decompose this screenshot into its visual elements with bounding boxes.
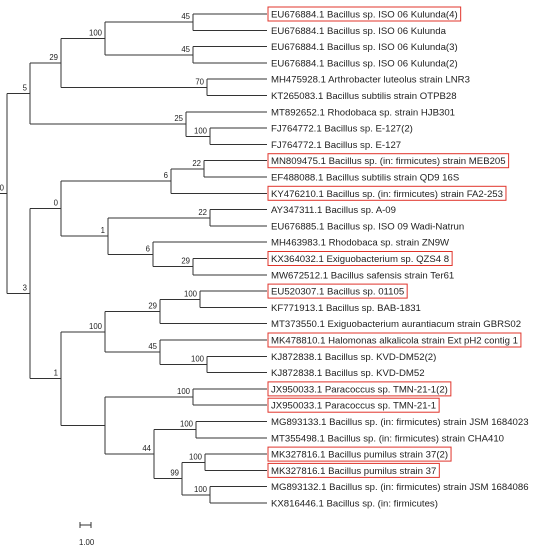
leaf-label: MH475928.1 Arthrobacter luteolus strain … [271, 75, 470, 86]
leaf-label: EU676884.1 Bacillus sp. ISO 06 Kulunda(4… [271, 10, 458, 21]
leaf-label: FJ764772.1 Bacillus sp. E-127 [271, 140, 401, 151]
bootstrap-value: 6 [146, 244, 150, 253]
leaf-label: MG893132.1 Bacillus sp. (in: firmicutes)… [271, 482, 529, 493]
bootstrap-value: 1 [101, 226, 105, 235]
leaf-label: MN809475.1 Bacillus sp. (in: firmicutes)… [271, 156, 506, 167]
leaf-label: MT892652.1 Rhodobaca sp. strain HJB301 [271, 107, 455, 118]
leaf-label: KJ872838.1 Bacillus sp. KVD-DM52 [271, 368, 425, 379]
tree-branches [0, 13, 267, 504]
leaf-label: AY347311.1 Bacillus sp. A-09 [271, 205, 396, 216]
bootstrap-values: 45 45 100 70 29 100 25 5 22 6 22 29 6 1 0 100 29 100 45 100… [0, 12, 208, 494]
leaf-highlight-box [267, 185, 507, 201]
leaf-label: MH463983.1 Rhodobaca sp. strain ZN9W [271, 238, 450, 249]
bootstrap-value: 44 [142, 444, 151, 453]
bootstrap-value: 29 [148, 301, 157, 310]
leaf-label: MK478810.1 Halomonas alkalicola strain E… [271, 336, 518, 347]
leaf-highlight-box [267, 6, 462, 22]
leaf-label: MT355498.1 Bacillus sp. (in: firmicutes)… [271, 433, 504, 444]
bootstrap-value: 45 [148, 342, 157, 351]
leaf-highlight-box [267, 446, 452, 462]
bootstrap-value: 29 [49, 53, 58, 62]
bootstrap-value: 0 [54, 199, 59, 208]
bootstrap-value: 100 [194, 126, 208, 135]
scale-bar: 1.00 [79, 522, 95, 547]
leaf-label: KX816446.1 Bacillus sp. (in: firmicutes) [271, 499, 438, 510]
bootstrap-value: 99 [170, 469, 179, 478]
leaf-label: MK327816.1 Bacillus pumilus strain 37 [271, 466, 436, 477]
leaf-label: FJ764772.1 Bacillus sp. E-127(2) [271, 124, 413, 135]
bootstrap-value: 100 [184, 289, 198, 298]
bootstrap-value: 100 [180, 420, 194, 429]
leaf-highlight-box [267, 397, 440, 413]
leaf-highlight-box [267, 462, 440, 478]
bootstrap-value: 45 [181, 12, 190, 21]
bootstrap-value: 100 [89, 28, 103, 37]
leaf-label: EU520307.1 Bacillus sp. 01105 [271, 287, 404, 298]
leaf-highlight-box [267, 381, 452, 397]
bootstrap-value: 6 [164, 171, 168, 180]
bootstrap-value: 0 [0, 184, 5, 193]
leaf-label: EU676884.1 Bacillus sp. ISO 06 Kulunda [271, 26, 447, 37]
leaf-label: MW672512.1 Bacillus safensis strain Ter6… [271, 270, 454, 281]
leaf-label: MT373550.1 Exiguobacterium aurantiacum s… [271, 319, 521, 330]
leaf-label: KX364032.1 Exiguobacterium sp. QZS4 8 [271, 254, 449, 265]
leaf-label: EF488088.1 Bacillus subtilis strain QD9 … [271, 173, 459, 184]
bootstrap-value: 1 [54, 369, 58, 378]
leaf-label: EU676884.1 Bacillus sp. ISO 06 Kulunda(2… [271, 58, 458, 69]
leaf-highlight-box [267, 251, 453, 266]
leaf-label: MG893133.1 Bacillus sp. (in: firmicutes)… [271, 417, 529, 428]
leaf-label: JX950033.1 Paracoccus sp. TMN-21-1(2) [271, 384, 448, 395]
leaf-labels: EU676884.1 Bacillus sp. ISO 06 Kulunda(4… [267, 6, 529, 510]
leaf-label: KF771913.1 Bacillus sp. BAB-1831 [271, 303, 421, 314]
leaf-label: KY476210.1 Bacillus sp. (in: firmicutes)… [271, 189, 503, 200]
leaf-label: KT265083.1 Bacillus subtilis strain OTPB… [271, 91, 457, 102]
scale-bar-label: 1.00 [79, 538, 95, 547]
leaf-label: JX950033.1 Paracoccus sp. TMN-21-1 [271, 401, 436, 412]
leaf-highlight-box [267, 332, 522, 348]
leaf-highlight-box [267, 153, 510, 169]
bootstrap-value: 45 [181, 45, 190, 54]
leaf-label: EU676885.1 Bacillus sp. ISO 09 Wadi-Natr… [271, 221, 464, 232]
bootstrap-value: 3 [23, 284, 27, 293]
bootstrap-value: 29 [181, 257, 190, 266]
bootstrap-value: 25 [174, 114, 183, 123]
bootstrap-value: 70 [195, 77, 204, 86]
bootstrap-value: 5 [23, 83, 28, 92]
leaf-highlight-box [267, 283, 408, 299]
bootstrap-value: 22 [198, 208, 207, 217]
bootstrap-value: 100 [189, 452, 203, 461]
leaf-label: KJ872838.1 Bacillus sp. KVD-DM52(2) [271, 352, 436, 363]
bootstrap-value: 100 [177, 387, 191, 396]
bootstrap-value: 100 [194, 485, 208, 494]
bootstrap-value: 22 [192, 159, 201, 168]
bootstrap-value: 100 [191, 354, 205, 363]
leaf-label: MK327816.1 Bacillus pumilus strain 37(2) [271, 450, 448, 461]
leaf-label: EU676884.1 Bacillus sp. ISO 06 Kulunda(3… [271, 42, 458, 53]
bootstrap-value: 100 [89, 322, 103, 331]
